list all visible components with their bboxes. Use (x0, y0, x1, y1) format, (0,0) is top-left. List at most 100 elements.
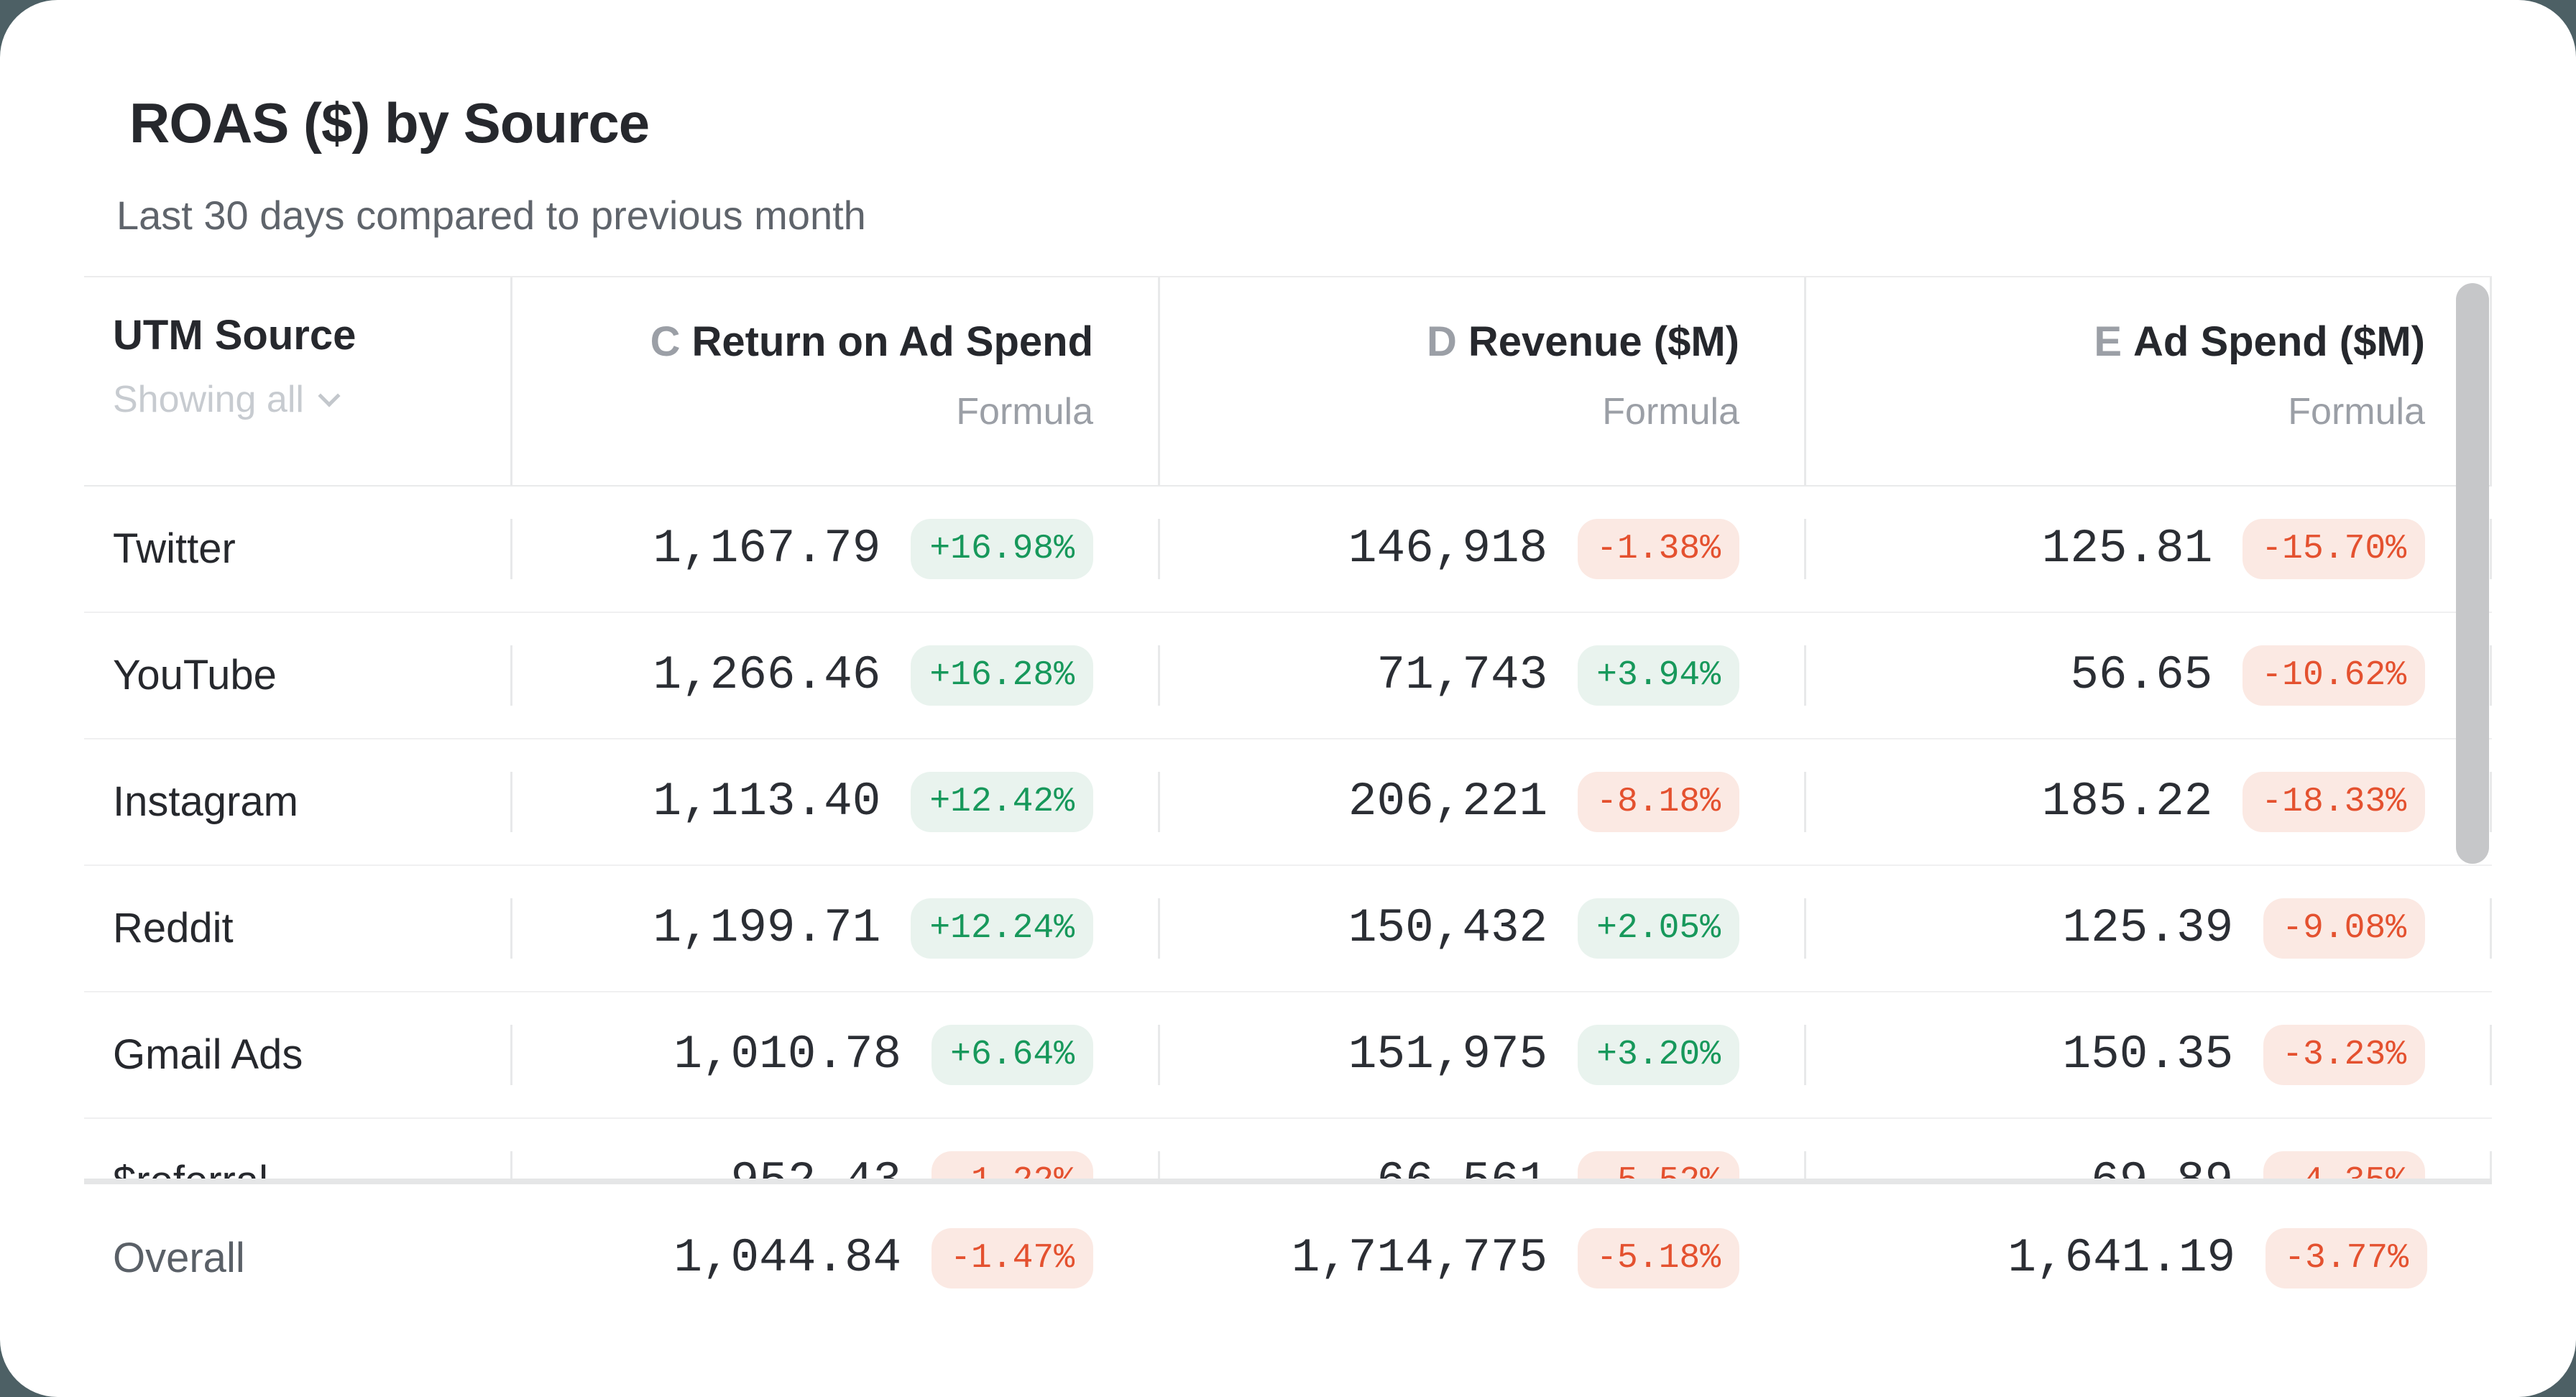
table-row: Twitter 1,167.79 +16.98% 146,918 -1.38% 125.8… (84, 487, 2492, 613)
metric-value: 69.89 (2091, 1158, 2233, 1179)
source-filter-label: Showing all (113, 379, 304, 420)
metric-cell: 150.35 -3.23% (1804, 1025, 2492, 1085)
chevron-down-icon (318, 384, 341, 407)
metric-cell: 1,714,775 -5.18% (1158, 1228, 1804, 1288)
metric-value: 146,918 (1348, 522, 1548, 576)
metric-cell: 1,113.40 +12.42% (510, 772, 1158, 832)
delta-badge: -5.18% (1578, 1228, 1739, 1288)
metric-value: 1,167.79 (653, 522, 881, 576)
column-header-cell: C Return on Ad Spend Formula (510, 277, 1158, 485)
table-scroll-viewport: Twitter 1,167.79 +16.98% 146,918 -1.38% 125.8… (84, 487, 2492, 1179)
metric-cell: 1,167.79 +16.98% (510, 519, 1158, 579)
card-title: ROAS ($) by Source (129, 91, 650, 155)
vertical-scrollbar-thumb[interactable] (2456, 283, 2489, 864)
delta-badge: +3.20% (1578, 1025, 1739, 1085)
metric-cell: 71,743 +3.94% (1158, 645, 1804, 706)
metric-value: 1,113.40 (653, 775, 881, 829)
row-source-label: Twitter (113, 525, 236, 572)
metric-cell: 151,975 +3.20% (1158, 1025, 1804, 1085)
delta-badge: -4.35% (2263, 1151, 2425, 1179)
metric-cell: 1,641.19 -3.77% (1804, 1228, 2492, 1288)
delta-badge: -1.47% (932, 1228, 1093, 1288)
delta-badge: -9.08% (2263, 898, 2425, 959)
metric-cell: 125.81 -15.70% (1804, 519, 2492, 579)
column-header-cell: D Revenue ($M) Formula (1158, 277, 1804, 485)
metric-cell: 1,266.46 +16.28% (510, 645, 1158, 706)
row-source-label: Reddit (113, 905, 234, 951)
table-row: Reddit 1,199.71 +12.24% 150,432 +2.05% 125.39… (84, 866, 2492, 992)
metric-value: 1,199.71 (653, 901, 881, 955)
metric-cell: 150,432 +2.05% (1158, 898, 1804, 959)
summary-row: Overall 1,044.84 -1.47% 1,714,775 -5.18% 1,6… (84, 1184, 2492, 1332)
row-source-label: Instagram (113, 778, 298, 825)
row-source-label: Gmail Ads (113, 1031, 303, 1078)
column-letter: E (2094, 318, 2122, 365)
metric-value: 125.81 (2041, 522, 2213, 576)
card-subtitle: Last 30 days compared to previous month (116, 193, 866, 238)
column-header-title: D Revenue ($M) (1160, 318, 1739, 366)
summary-label: Overall (113, 1235, 245, 1281)
delta-badge: -3.77% (2266, 1228, 2427, 1288)
delta-badge: +16.28% (911, 645, 1093, 706)
metric-value: 1,714,775 (1291, 1231, 1548, 1285)
metric-value: 206,221 (1348, 775, 1548, 829)
metric-value: 71,743 (1376, 648, 1548, 702)
column-letter: D (1427, 318, 1457, 365)
source-header-cell: UTM Source Showing all (84, 277, 510, 485)
metric-value: 1,266.46 (653, 648, 881, 702)
metric-value: 150.35 (2062, 1028, 2234, 1082)
metric-value: 185.22 (2041, 775, 2213, 829)
source-column-title: UTM Source (113, 312, 356, 359)
column-header-title: E Ad Spend ($M) (1806, 318, 2425, 366)
column-label: Revenue ($M) (1468, 318, 1739, 365)
metric-cell: 952.43 -1.22% (510, 1151, 1158, 1179)
metric-value: 1,641.19 (2007, 1231, 2236, 1285)
metric-cell: 1,010.78 +6.64% (510, 1025, 1158, 1085)
delta-badge: +12.42% (911, 772, 1093, 832)
delta-badge: -10.62% (2242, 645, 2425, 706)
column-sublabel: Formula (1602, 391, 1739, 433)
row-source-label: $referral (84, 1161, 510, 1179)
source-filter-dropdown[interactable]: Showing all (113, 379, 341, 420)
table-row: $referral 952.43 -1.22% 66,561 -5.52% 69.89 -4… (84, 1119, 2492, 1179)
delta-badge: +12.24% (911, 898, 1093, 959)
column-label: Ad Spend ($M) (2133, 318, 2425, 365)
delta-badge: -5.52% (1578, 1151, 1739, 1179)
column-sublabel: Formula (2288, 391, 2425, 433)
metric-cell: 125.39 -9.08% (1804, 898, 2492, 959)
metric-value: 150,432 (1348, 901, 1548, 955)
column-letter: C (650, 318, 681, 365)
delta-badge: -1.38% (1578, 519, 1739, 579)
metric-value: 56.65 (2070, 648, 2213, 702)
column-header-title: C Return on Ad Spend (512, 318, 1093, 366)
delta-badge: -15.70% (2242, 519, 2425, 579)
metric-value: 1,010.78 (673, 1028, 902, 1082)
delta-badge: -1.22% (932, 1151, 1093, 1179)
delta-badge: +2.05% (1578, 898, 1739, 959)
metric-value: 66,561 (1377, 1158, 1548, 1179)
table-header-row: UTM Source Showing all C Return on Ad Spe… (84, 276, 2492, 487)
delta-badge: +6.64% (932, 1025, 1093, 1085)
delta-badge: -18.33% (2242, 772, 2425, 832)
metric-cell: 146,918 -1.38% (1158, 519, 1804, 579)
row-source-label: YouTube (113, 652, 277, 698)
table-row: Gmail Ads 1,010.78 +6.64% 151,975 +3.20% 150.… (84, 992, 2492, 1119)
metric-value: 151,975 (1348, 1028, 1548, 1082)
metric-cell: 66,561 -5.52% (1158, 1151, 1804, 1179)
metric-value: 952.43 (731, 1158, 902, 1179)
delta-badge: -8.18% (1578, 772, 1739, 832)
metric-value: 1,044.84 (673, 1231, 902, 1285)
delta-badge: +16.98% (911, 519, 1093, 579)
metric-cell: 206,221 -8.18% (1158, 772, 1804, 832)
metric-cell: 69.89 -4.35% (1804, 1151, 2492, 1179)
metric-cell: 185.22 -18.33% (1804, 772, 2492, 832)
column-sublabel: Formula (956, 391, 1093, 433)
metric-cell: 1,199.71 +12.24% (510, 898, 1158, 959)
column-label: Return on Ad Spend (691, 318, 1093, 365)
delta-badge: -3.23% (2263, 1025, 2425, 1085)
table-row: Instagram 1,113.40 +12.42% 206,221 -8.18% 185… (84, 739, 2492, 866)
metric-value: 125.39 (2062, 901, 2234, 955)
delta-badge: +3.94% (1578, 645, 1739, 706)
